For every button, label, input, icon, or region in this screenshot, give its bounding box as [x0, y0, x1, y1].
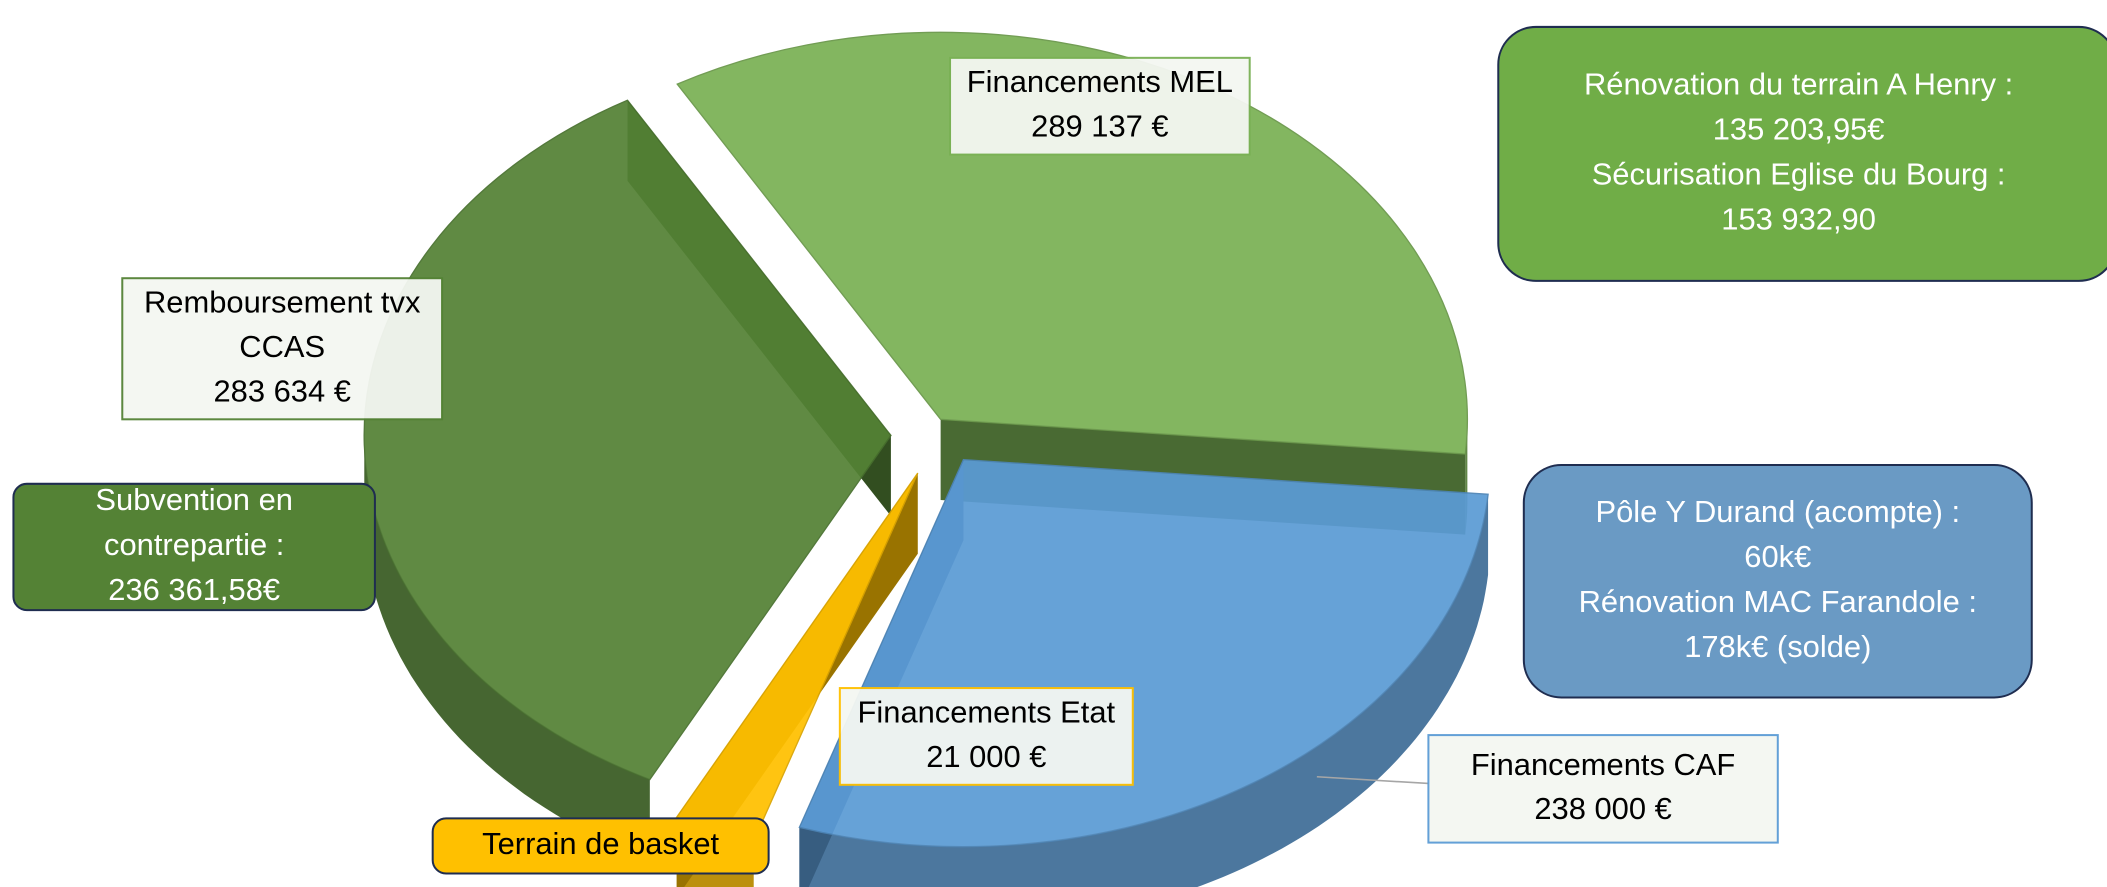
annotation-text: 178k€ (solde) [1684, 629, 1871, 664]
annotation-box [1497, 25, 2107, 282]
data-label-box [1427, 734, 1779, 844]
category-label: Financements MEL [967, 64, 1233, 99]
annotation-text: Pôle Y Durand (acompte) : [1595, 494, 1960, 529]
annotation-text: Subvention en [95, 482, 293, 517]
labels: Financements MEL 289 137 € Financements CA… [12, 25, 2107, 875]
annotation-box [431, 817, 770, 875]
annotation-text: Sécurisation Eglise du Bourg : [1592, 157, 2006, 192]
data-label-box [838, 687, 1134, 786]
slice-wall [799, 494, 1489, 887]
annotation-text: Rénovation du terrain A Henry : [1584, 67, 2013, 102]
category-label: Remboursement tvx CCAS [144, 285, 421, 364]
data-label-box [121, 277, 444, 421]
value-label: 289 137 € [1031, 109, 1168, 144]
data-label-box [949, 56, 1251, 156]
annotation-box [1522, 463, 2033, 699]
annotation-text: contrepartie : [104, 527, 284, 562]
category-label: Financements Etat [858, 694, 1116, 729]
slice-wall [364, 444, 650, 861]
slice [363, 99, 892, 781]
category-label: Financements CAF [1471, 747, 1735, 782]
annotation-text: 60k€ [1744, 539, 1811, 574]
annotation-text: 135 203,95€ [1713, 112, 1885, 147]
value-label: 238 000 € [1534, 791, 1671, 826]
annotation-text: 153 932,90 [1721, 202, 1876, 237]
annotation-text: Rénovation MAC Farandole : [1579, 584, 1977, 619]
value-label: 21 000 € [926, 739, 1046, 774]
annotation-text: Terrain de basket [482, 826, 719, 861]
annotation-box [12, 482, 376, 612]
leader-line [1316, 775, 1429, 785]
value-label: 283 634 € [213, 373, 350, 408]
annotation-text: 236 361,58€ [108, 572, 280, 607]
